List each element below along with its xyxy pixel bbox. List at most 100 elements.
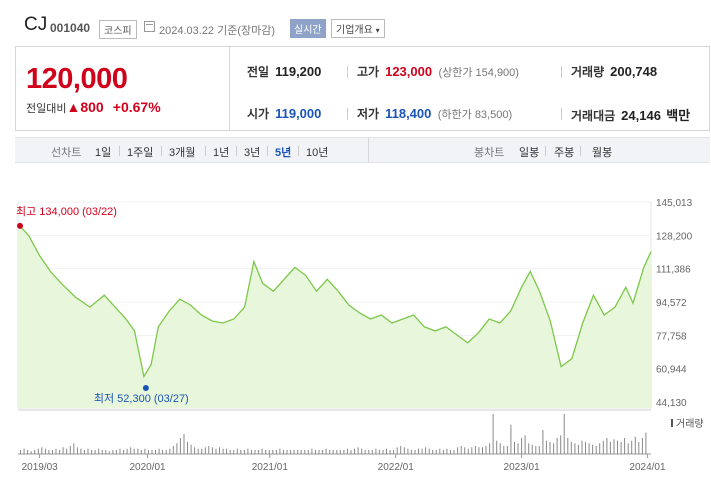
volume-bar: [240, 450, 242, 454]
x-tick-label: 2024/01: [629, 462, 666, 473]
volume-bar: [194, 447, 196, 454]
high-marker: [17, 222, 23, 229]
volume-bar: [396, 447, 398, 454]
volume-bar: [197, 448, 199, 454]
volume-bar: [638, 442, 640, 454]
prev-close: 전일 119,200: [247, 64, 322, 79]
volume-bar: [620, 442, 622, 454]
volume-bar: [524, 435, 526, 454]
volume-bar: [300, 450, 302, 454]
volume-bar: [251, 450, 252, 454]
open-price: 시가 119,000: [247, 106, 322, 121]
volume-bar: [354, 448, 355, 454]
volume-bar: [428, 448, 430, 454]
volume-bar: [140, 450, 142, 454]
volume-bar: [371, 450, 373, 454]
tab-1y[interactable]: 1년: [213, 147, 230, 159]
volume-bar: [531, 444, 533, 454]
volume-bar: [144, 448, 146, 454]
volume-bar: [496, 440, 498, 454]
volume-bar: [265, 450, 267, 454]
tab-1w[interactable]: 1주일: [127, 147, 154, 159]
up-arrow-icon: ▲: [66, 99, 81, 115]
volume-bar: [450, 450, 451, 454]
volume-bar: [457, 447, 459, 454]
volume-bar: [364, 450, 366, 454]
realtime-button[interactable]: 실시간: [290, 19, 326, 38]
volume-bar: [307, 450, 309, 454]
volume-bar: [425, 447, 427, 454]
price-line: [17, 223, 652, 379]
volume-bar: [492, 414, 494, 454]
volume-bar: [318, 450, 320, 454]
volume-bar: [410, 450, 412, 454]
volume-bar: [350, 450, 352, 454]
volume-bar: [517, 443, 519, 454]
volume-legend-icon: [671, 419, 673, 427]
volume-bar: [297, 450, 299, 454]
volume-bar: [293, 450, 295, 454]
corp-info-dropdown[interactable]: 기업개요 ▾: [331, 19, 385, 38]
volume-bar: [442, 450, 444, 454]
volume-bar: [503, 446, 505, 454]
tab-monthly[interactable]: 월봉: [592, 147, 613, 159]
volume-bar: [30, 451, 32, 454]
volume-bar: [357, 447, 359, 454]
volume-bar: [80, 448, 82, 454]
volume-bar: [528, 443, 530, 454]
x-tick-label: 2023/01: [504, 462, 541, 473]
volume-bar: [645, 432, 647, 454]
volume-bar: [62, 447, 64, 454]
volume-bar: [631, 440, 633, 454]
tab-10y[interactable]: 10년: [306, 147, 329, 159]
volume-bar: [460, 446, 462, 454]
volume-bar: [155, 450, 156, 454]
volume-bar: [169, 448, 171, 454]
volume-bar: [258, 450, 260, 454]
volume-bar: [325, 448, 327, 454]
volume-bar: [574, 443, 576, 454]
y-tick-label: 94,572: [656, 298, 687, 309]
tab-5y[interactable]: 5년: [275, 147, 292, 159]
volume-bar: [343, 450, 345, 454]
volume-bar: [485, 446, 487, 454]
volume-bar: [464, 447, 466, 454]
volume-bar: [115, 450, 117, 454]
volume-bar: [283, 450, 284, 454]
volume-bar: [20, 450, 21, 454]
tab-weekly[interactable]: 주봉: [554, 147, 575, 159]
volume-bar: [311, 448, 313, 454]
volume-bar: [211, 447, 213, 454]
low-price: 저가 118,400 (하한가 83,500): [357, 106, 513, 121]
tab-1d[interactable]: 1일: [95, 147, 112, 159]
y-tick-label: 77,758: [656, 331, 687, 342]
volume-bar: [435, 450, 437, 454]
volume-bar: [34, 450, 36, 454]
volume-bar: [624, 438, 626, 454]
volume-bar: [123, 450, 125, 454]
volume-bar: [37, 448, 39, 454]
volume-bar: [279, 448, 281, 454]
volume-bar: [162, 450, 164, 454]
volume-bar: [66, 448, 68, 454]
volume-bar: [361, 448, 363, 454]
volume-bar: [602, 440, 604, 454]
candle-chart-label: 봉차트: [474, 147, 505, 159]
tab-daily[interactable]: 일봉: [519, 147, 540, 159]
volume-bar: [414, 450, 416, 454]
volume-bar: [222, 448, 224, 454]
volume-bar: [382, 450, 384, 454]
volume-bar: [549, 442, 551, 454]
volume-bar: [403, 447, 405, 454]
volume-bar: [478, 447, 480, 454]
tab-3m[interactable]: 3개월: [169, 147, 196, 159]
tab-3y[interactable]: 3년: [244, 147, 261, 159]
volume-bar: [400, 446, 402, 454]
volume-bar: [108, 451, 110, 454]
x-tick-label: 2020/01: [129, 462, 166, 473]
volume-bar: [439, 448, 441, 454]
volume-bar: [105, 450, 107, 454]
volume-bar: [215, 448, 217, 454]
x-tick-label: 2019/03: [22, 462, 59, 473]
volume-bar: [329, 450, 331, 454]
